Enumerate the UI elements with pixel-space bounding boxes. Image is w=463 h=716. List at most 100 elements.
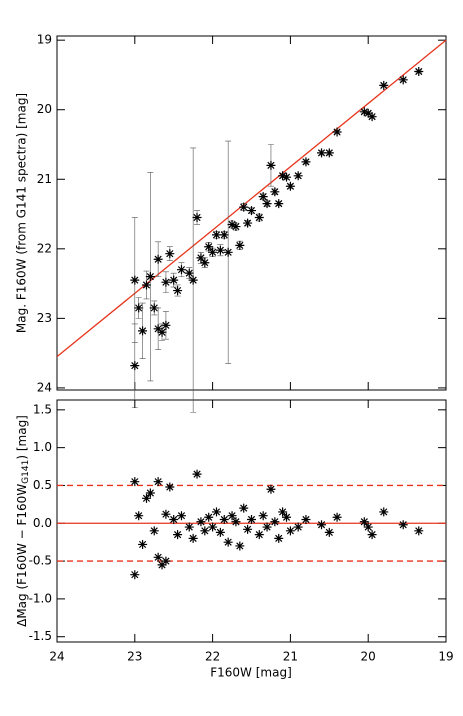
data-point	[134, 303, 144, 313]
data-point	[332, 127, 342, 137]
data-point	[293, 522, 303, 532]
data-point	[141, 280, 151, 290]
data-point	[359, 517, 369, 527]
data-point	[157, 560, 167, 570]
data-point	[359, 107, 369, 117]
data-point	[243, 218, 253, 228]
data-point	[173, 530, 183, 540]
data-point	[223, 537, 233, 547]
data-point	[363, 522, 373, 532]
data-point	[153, 324, 163, 334]
data-point	[324, 527, 334, 537]
data-point	[285, 526, 295, 536]
data-point	[130, 275, 140, 285]
data-point	[176, 265, 186, 275]
data-point	[278, 171, 288, 181]
data-point	[262, 522, 272, 532]
data-point	[130, 361, 140, 371]
data-point	[363, 108, 373, 118]
data-point	[211, 230, 221, 240]
data-point	[332, 512, 342, 522]
y-tick-label: 0.5	[33, 478, 52, 492]
data-point	[200, 258, 210, 268]
y-tick-label: 23	[37, 311, 52, 325]
y-tick-label: 22	[37, 241, 52, 255]
data-point	[153, 552, 163, 562]
data-point	[165, 249, 175, 259]
data-point	[414, 526, 424, 536]
data-point	[188, 533, 198, 543]
y-tick-label: 1.5	[33, 402, 52, 416]
data-point	[204, 512, 214, 522]
data-point	[247, 206, 256, 216]
data-point	[196, 253, 206, 263]
data-point	[258, 192, 268, 202]
data-point	[196, 517, 206, 527]
data-point	[274, 533, 284, 543]
fit-line	[56, 39, 447, 358]
top-frame	[56, 35, 447, 391]
y-tick-label: 21	[37, 172, 52, 186]
data-point	[208, 247, 218, 257]
data-point	[227, 511, 237, 521]
data-point	[192, 469, 202, 479]
y-label-sub: G141	[21, 460, 31, 484]
data-point	[169, 275, 179, 285]
data-point	[301, 157, 311, 167]
data-point	[227, 219, 237, 229]
data-point	[239, 503, 249, 513]
data-point	[239, 202, 249, 212]
data-point	[157, 327, 167, 337]
y-tick-label: -1.5	[29, 629, 52, 643]
data-point	[149, 526, 159, 536]
y-axis-label: ΔMag (F160W − F160WG141) [mag]	[15, 415, 31, 627]
y-label-part: ΔMag (F160W − F160W	[15, 484, 29, 627]
data-point	[153, 254, 163, 264]
data-point	[301, 514, 311, 524]
data-point	[134, 511, 144, 521]
data-point	[254, 213, 264, 223]
data-point	[145, 488, 155, 498]
data-point	[285, 181, 295, 191]
x-tick-label: 20	[361, 650, 376, 664]
y-axis-label: Mag. F160W (from G141 spectra) [mag]	[15, 93, 29, 333]
data-point	[165, 482, 175, 492]
data-point	[192, 213, 202, 223]
y-tick-label: -0.5	[29, 554, 52, 568]
data-point	[130, 570, 140, 580]
data-point	[293, 171, 303, 181]
data-point	[184, 268, 194, 278]
data-point	[398, 520, 408, 530]
data-point	[145, 272, 155, 282]
data-point	[270, 517, 280, 527]
data-point	[215, 527, 225, 537]
data-point	[282, 172, 292, 182]
data-point	[161, 556, 171, 566]
x-tick-label: 21	[283, 650, 298, 664]
data-point	[258, 511, 268, 521]
data-point	[138, 539, 148, 549]
data-point	[219, 230, 229, 240]
data-point	[282, 512, 292, 522]
data-point	[149, 303, 159, 313]
data-point	[398, 75, 408, 85]
x-tick-label: 22	[205, 650, 220, 664]
data-point	[169, 514, 179, 524]
x-axis-label: F160W [mag]	[210, 666, 292, 680]
data-point	[130, 477, 140, 487]
data-point	[153, 477, 163, 487]
data-point	[367, 112, 377, 122]
data-point	[208, 522, 218, 532]
data-point	[254, 530, 264, 540]
data-point	[270, 187, 280, 197]
data-point	[278, 507, 288, 517]
data-point	[219, 514, 229, 524]
data-point	[266, 160, 276, 170]
data-point	[243, 524, 253, 534]
data-point	[184, 522, 194, 532]
data-point	[247, 514, 256, 524]
data-point	[173, 286, 183, 296]
y-label-end: ) [mag]	[15, 415, 29, 460]
data-point	[317, 520, 327, 530]
